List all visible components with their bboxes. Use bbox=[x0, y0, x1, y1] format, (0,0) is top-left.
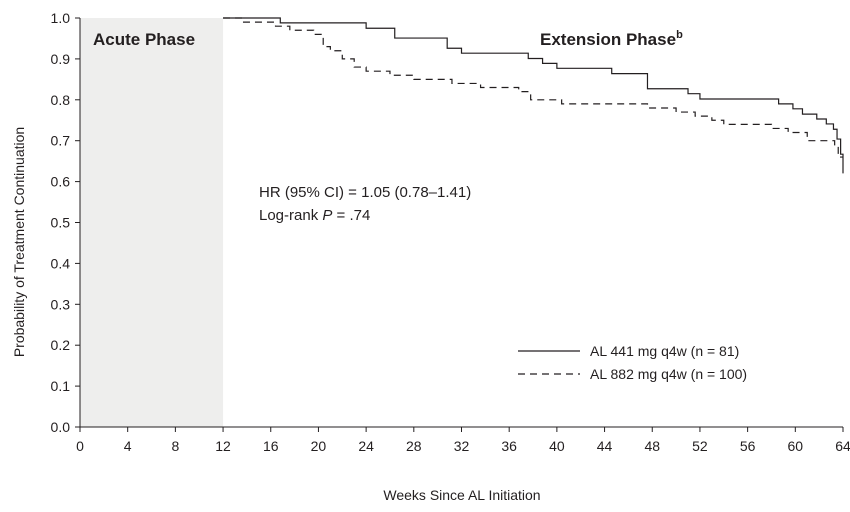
y-tick-label: 0.0 bbox=[51, 419, 71, 435]
x-tick-label: 56 bbox=[740, 438, 756, 454]
extension-phase-text: Extension Phase bbox=[540, 30, 676, 49]
series-882mg-line bbox=[223, 17, 843, 158]
x-tick-label: 32 bbox=[454, 438, 470, 454]
y-tick-label: 0.9 bbox=[51, 51, 71, 67]
y-tick-label: 0.7 bbox=[51, 133, 71, 149]
x-tick-label: 40 bbox=[549, 438, 565, 454]
y-tick-label: 1.0 bbox=[51, 10, 71, 26]
x-tick-label: 64 bbox=[835, 438, 850, 454]
legend-label-441: AL 441 mg q4w (n = 81) bbox=[590, 343, 739, 359]
logrank-value: = .74 bbox=[332, 207, 370, 224]
acute-phase-region bbox=[80, 18, 224, 427]
y-tick-label: 0.8 bbox=[51, 92, 71, 108]
y-tick-label: 0.1 bbox=[51, 378, 71, 394]
logrank-annotation: Log-rank P = .74 bbox=[259, 207, 370, 224]
x-axis-title: Weeks Since AL Initiation bbox=[383, 487, 540, 503]
extension-phase-superscript: b bbox=[676, 29, 683, 41]
y-axis-ticks: 0.0 0.1 0.2 0.3 0.4 0.5 0.6 0.7 0.8 0.9 1.0 bbox=[51, 10, 80, 435]
y-tick-label: 0.5 bbox=[51, 215, 71, 231]
series-layer bbox=[223, 17, 844, 174]
acute-phase-label: Acute Phase bbox=[93, 30, 195, 49]
x-tick-label: 4 bbox=[124, 438, 132, 454]
y-tick-label: 0.2 bbox=[51, 337, 71, 353]
x-tick-label: 0 bbox=[76, 438, 84, 454]
x-tick-label: 20 bbox=[311, 438, 327, 454]
extension-phase-label: Extension Phaseb bbox=[540, 29, 683, 49]
y-tick-label: 0.6 bbox=[51, 174, 71, 190]
x-tick-label: 52 bbox=[692, 438, 708, 454]
x-tick-label: 60 bbox=[788, 438, 804, 454]
x-tick-label: 24 bbox=[358, 438, 374, 454]
x-tick-label: 12 bbox=[215, 438, 231, 454]
x-tick-label: 44 bbox=[597, 438, 613, 454]
x-tick-label: 8 bbox=[171, 438, 179, 454]
legend: AL 441 mg q4w (n = 81) AL 882 mg q4w (n … bbox=[518, 343, 747, 382]
x-tick-label: 28 bbox=[406, 438, 422, 454]
y-tick-label: 0.4 bbox=[51, 255, 71, 271]
y-axis-title: Probability of Treatment Continuation bbox=[11, 127, 27, 357]
hazard-ratio-annotation: HR (95% CI) = 1.05 (0.78–1.41) bbox=[259, 184, 471, 201]
x-axis-ticks: 0 4 8 12 16 20 24 28 32 36 40 44 48 52 56 60 64 bbox=[76, 427, 850, 454]
logrank-prefix: Log-rank bbox=[259, 207, 322, 224]
x-tick-label: 48 bbox=[644, 438, 660, 454]
legend-label-882: AL 882 mg q4w (n = 100) bbox=[590, 366, 747, 382]
y-tick-label: 0.3 bbox=[51, 296, 71, 312]
x-tick-label: 16 bbox=[263, 438, 279, 454]
x-tick-label: 36 bbox=[501, 438, 517, 454]
logrank-p: P bbox=[322, 207, 332, 224]
series-441mg-line bbox=[223, 17, 844, 174]
